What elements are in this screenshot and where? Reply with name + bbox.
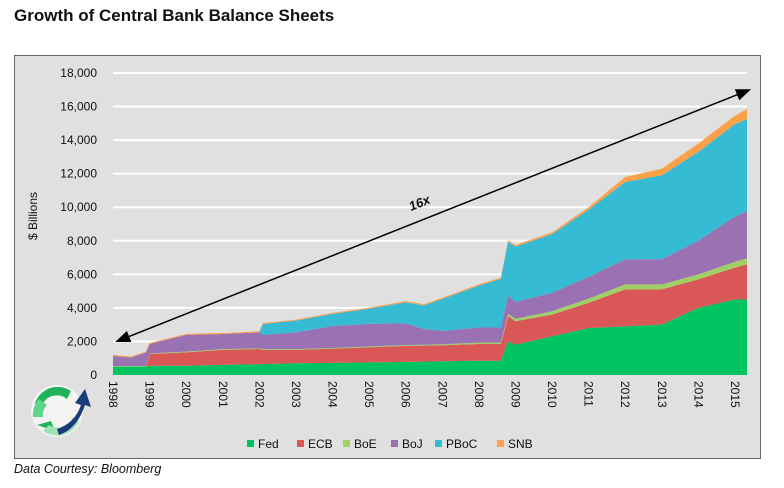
y-tick-label: 0 <box>90 368 97 382</box>
x-axis-ticks: 1998 1999 2000 2001 2002 2003 2004 2005 2006 2007… <box>106 381 742 408</box>
legend-label: BoE <box>354 437 377 451</box>
x-tick-label: 2015 <box>728 381 742 408</box>
legend-label: SNB <box>508 437 533 451</box>
y-tick-label: 6,000 <box>67 267 97 281</box>
legend-label: BoJ <box>402 437 423 451</box>
x-tick-label: 2005 <box>362 381 376 408</box>
area-fed <box>113 299 747 375</box>
x-tick-label: 2006 <box>399 381 413 408</box>
source-note: Data Courtesy: Bloomberg <box>14 462 162 476</box>
y-tick-label: 2,000 <box>67 334 97 348</box>
legend-label: Fed <box>258 437 279 451</box>
x-tick-label: 2001 <box>216 381 230 408</box>
growth-arrow <box>115 89 751 343</box>
legend-label: PBoC <box>446 437 478 451</box>
legend-item-boj: BoJ <box>391 437 423 451</box>
y-tick-label: 10,000 <box>60 200 97 214</box>
legend-label: ECB <box>308 437 333 451</box>
legend-item-fed: Fed <box>247 437 279 451</box>
legend-swatch <box>435 440 442 447</box>
y-axis-label: $ Billions <box>26 192 40 240</box>
y-tick-label: 14,000 <box>60 133 97 147</box>
y-tick-label: 4,000 <box>67 301 97 315</box>
page-title: Growth of Central Bank Balance Sheets <box>14 6 335 25</box>
area-boe <box>113 258 747 367</box>
x-tick-label: 2009 <box>508 381 522 408</box>
series-areas <box>113 109 747 375</box>
x-tick-label: 2008 <box>472 381 486 408</box>
x-tick-label: 1998 <box>106 381 120 408</box>
x-tick-label: 2012 <box>618 381 632 408</box>
stacked-area-chart: 0 2,000 4,000 6,000 8,000 10,000 12,000 14,000 1… <box>26 66 751 451</box>
x-tick-label: 2010 <box>545 381 559 408</box>
y-tick-label: 16,000 <box>60 100 97 114</box>
chart-frame: 0 2,000 4,000 6,000 8,000 10,000 12,000 14,000 1… <box>14 55 761 459</box>
y-axis-ticks: 0 2,000 4,000 6,000 8,000 10,000 12,000 14,000 1… <box>60 66 97 382</box>
x-tick-label: 2003 <box>289 381 303 408</box>
x-tick-label: 2004 <box>326 381 340 408</box>
x-tick-label: 2011 <box>582 381 596 407</box>
legend-item-pboc: PBoC <box>435 437 478 451</box>
x-tick-label: 2002 <box>252 381 266 408</box>
logo-globe-icon <box>31 385 91 437</box>
y-tick-label: 18,000 <box>60 66 97 80</box>
legend-swatch <box>497 440 504 447</box>
legend-item-boe: BoE <box>343 437 377 451</box>
y-tick-label: 12,000 <box>60 167 97 181</box>
x-tick-label: 2007 <box>435 381 449 408</box>
x-tick-label: 2014 <box>691 381 705 408</box>
growth-annotation-label: 16x <box>407 192 433 214</box>
legend-item-ecb: ECB <box>297 437 333 451</box>
legend-swatch <box>247 440 254 447</box>
x-tick-label: 2013 <box>655 381 669 408</box>
x-tick-label: 2000 <box>179 381 193 408</box>
y-tick-label: 8,000 <box>67 234 97 248</box>
legend-swatch <box>391 440 398 447</box>
legend: Fed ECB BoE BoJ PBoC SNB <box>247 437 533 451</box>
legend-swatch <box>297 440 304 447</box>
x-tick-label: 1999 <box>143 381 157 408</box>
legend-swatch <box>343 440 350 447</box>
legend-item-snb: SNB <box>497 437 533 451</box>
